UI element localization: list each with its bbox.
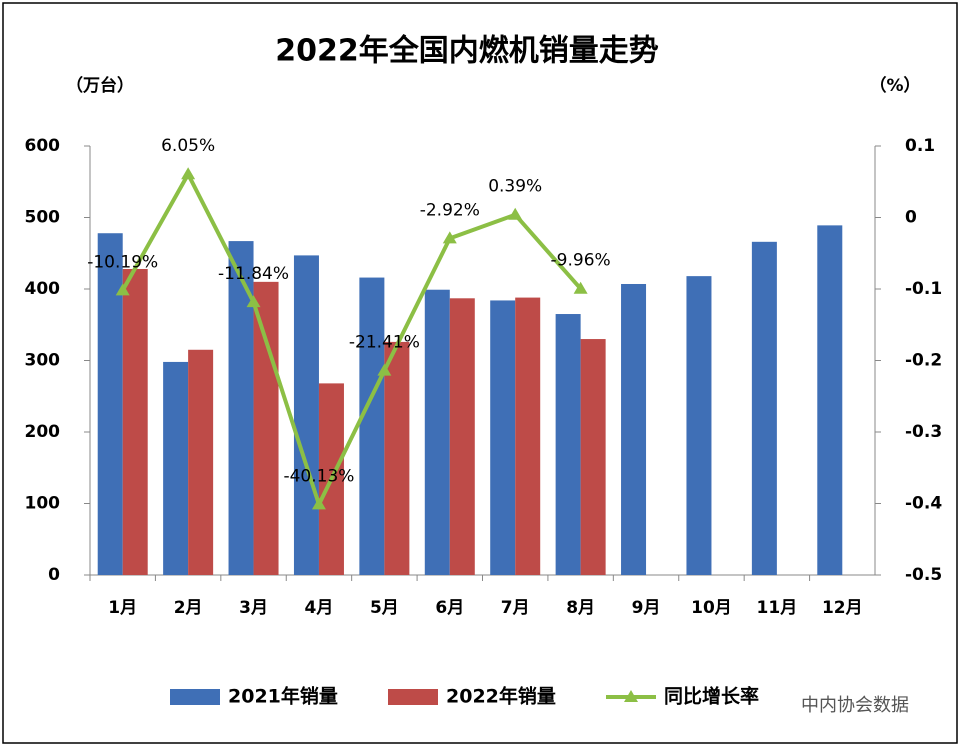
data-label: -11.84% (218, 264, 289, 284)
line-marker (181, 167, 196, 180)
bar (424, 289, 450, 575)
bar (384, 341, 410, 575)
bar (817, 225, 843, 576)
x-tick-label: 7月 (501, 598, 530, 618)
legend-swatch (170, 689, 220, 705)
legend-label: 同比增长率 (664, 685, 759, 708)
y2-tick-label: -0.5 (905, 565, 942, 585)
chart-title: 2022年全国内燃机销量走势 (275, 34, 659, 69)
bar (621, 283, 647, 575)
watermark: 中内协会数据 (801, 695, 909, 716)
legend-marker (624, 690, 638, 702)
legend-label: 2022年销量 (446, 685, 556, 708)
x-tick-label: 9月 (632, 598, 661, 618)
x-tick-label: 1月 (108, 598, 137, 618)
x-tick-label: 11月 (757, 598, 798, 618)
line-marker (311, 497, 326, 510)
data-label: -40.13% (283, 466, 354, 486)
y2-tick-label: -0.4 (905, 494, 942, 514)
line-marker (508, 207, 523, 220)
y-tick-label: 300 (25, 351, 61, 371)
line-marker (115, 283, 130, 296)
data-label: 6.05% (161, 136, 215, 156)
bar (293, 255, 319, 575)
data-label: -10.19% (87, 252, 158, 272)
bar (359, 277, 385, 575)
y-tick-label: 100 (25, 494, 61, 514)
bar (555, 314, 581, 575)
line-marker (573, 281, 588, 294)
y-tick-label: 500 (25, 208, 61, 228)
line (120, 170, 583, 510)
bar (97, 233, 123, 576)
y2-tick-label: -0.2 (905, 351, 942, 371)
x-tick-label: 5月 (370, 598, 399, 618)
y-tick-label: 400 (25, 279, 61, 299)
y2-tick-label: -0.3 (905, 422, 942, 442)
bar (122, 268, 148, 575)
legend-swatch (388, 689, 438, 705)
bar (163, 361, 189, 575)
y2-tick-label: -0.1 (905, 279, 942, 299)
bar (751, 241, 777, 575)
bar (580, 339, 606, 575)
x-tick-label: 4月 (305, 598, 334, 618)
y2-tick-label: 0.1 (905, 136, 935, 156)
x-tick-label: 8月 (566, 598, 595, 618)
bar (449, 298, 475, 575)
y2-axis-label: （%） (869, 75, 920, 96)
x-tick-label: 12月 (822, 598, 863, 618)
bar (515, 297, 541, 575)
y2-tick-label: 0 (905, 208, 917, 228)
y-tick-label: 600 (25, 136, 61, 156)
x-tick-label: 6月 (435, 598, 464, 618)
bar (686, 276, 712, 575)
data-label: 0.39% (488, 177, 542, 197)
y-axis-label: （万台） (66, 75, 134, 96)
x-tick-label: 2月 (174, 598, 203, 618)
x-tick-label: 3月 (239, 598, 268, 618)
bar (253, 281, 279, 575)
data-label: -2.92% (420, 200, 480, 220)
line-marker (246, 295, 261, 308)
y-tick-label: 0 (48, 565, 60, 585)
y-tick-label: 200 (25, 422, 61, 442)
line-marker (377, 363, 392, 376)
data-label: -21.41% (349, 333, 420, 353)
legend-label: 2021年销量 (228, 685, 338, 708)
bar (490, 300, 516, 575)
data-label: -9.96% (551, 251, 611, 271)
line-marker (442, 231, 457, 244)
x-tick-label: 10月 (691, 598, 732, 618)
bar (188, 349, 214, 575)
